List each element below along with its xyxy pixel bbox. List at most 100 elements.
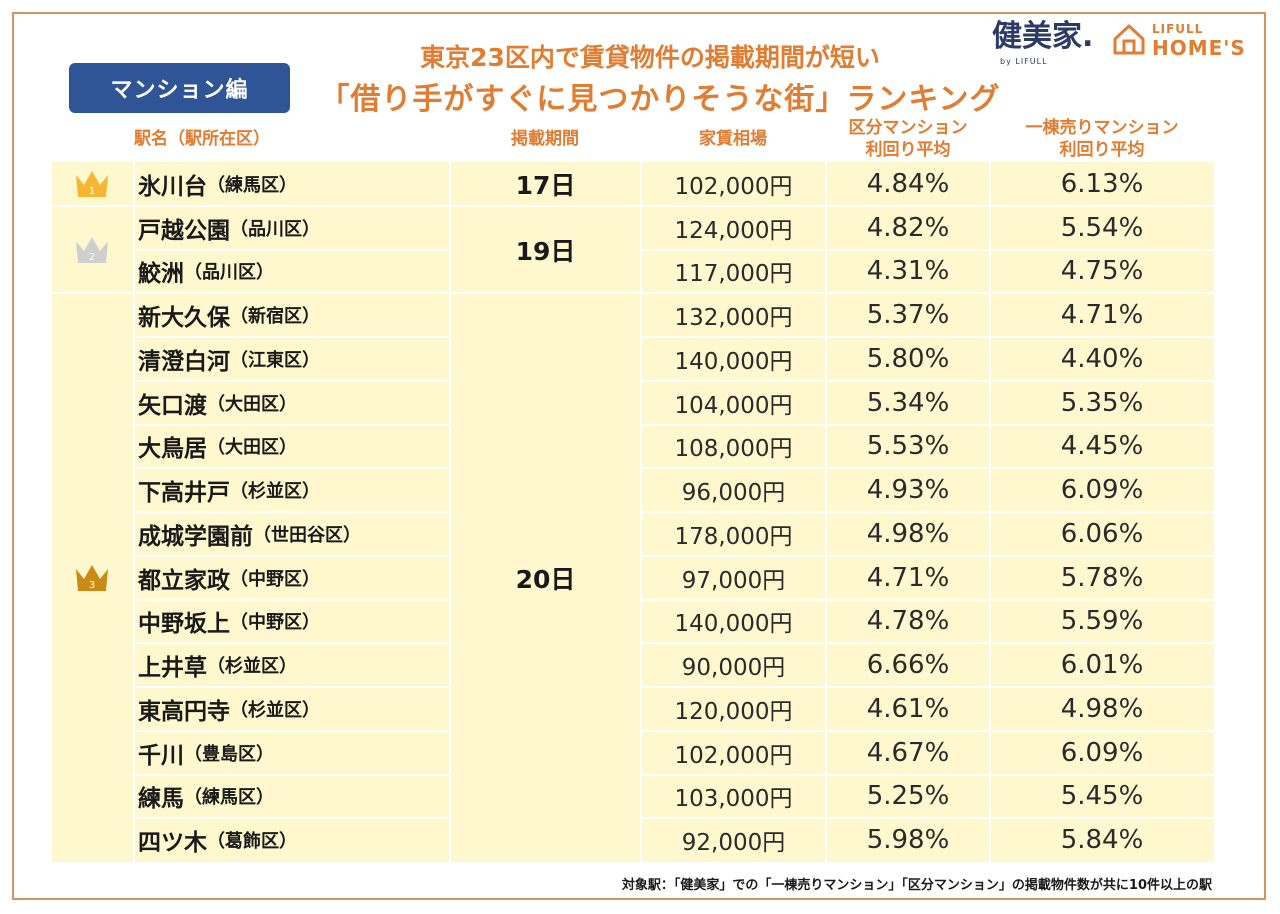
header-whole-yield-line2: 利回り平均 — [1059, 140, 1145, 160]
rank-2-crown-icon: 2 — [76, 236, 108, 263]
station-ward: （葛飾区） — [207, 831, 297, 853]
header-unit-yield-line2: 利回り平均 — [865, 140, 951, 160]
row-divider — [641, 249, 1214, 251]
unit-yield-cell: 4.93% — [866, 475, 950, 506]
ranking-table: 1 17日 2 19日 3 20日 氷川台 （練馬区） 102,000円 4.84% 6.13% 戸越… — [52, 162, 1214, 862]
rent-cell: 124,000円 — [674, 217, 793, 244]
station-cell: 四ツ木 （葛飾区） — [138, 818, 450, 862]
station-name: 練馬 — [138, 786, 184, 813]
whole-yield-cell: 6.09% — [1060, 737, 1144, 768]
whole-yield-cell: 5.84% — [1060, 825, 1144, 856]
header-unit-yield-line1: 区分マンション — [848, 118, 968, 138]
station-name: 成城学園前 — [138, 523, 253, 550]
row-divider — [134, 730, 450, 732]
whole-yield-cell: 5.78% — [1060, 562, 1144, 593]
column-divider — [640, 162, 642, 862]
header-whole-yield-line1: 一棟売りマンション — [1025, 118, 1179, 138]
station-name: 戸越公園 — [138, 217, 230, 244]
rent-cell: 96,000円 — [681, 480, 786, 507]
unit-yield-cell: 5.80% — [866, 343, 950, 374]
row-divider — [134, 774, 450, 776]
station-ward: （中野区） — [230, 568, 320, 590]
rent-cell: 103,000円 — [674, 786, 793, 813]
rent-cell: 102,000円 — [674, 742, 793, 769]
rent-cell: 90,000円 — [681, 655, 786, 682]
whole-yield-cell: 6.09% — [1060, 475, 1144, 506]
column-divider — [825, 162, 827, 862]
whole-yield-cell: 4.71% — [1060, 300, 1144, 331]
row-divider — [641, 642, 1214, 644]
column-divider — [449, 162, 451, 862]
whole-yield-cell: 4.40% — [1060, 343, 1144, 374]
station-ward: （練馬区） — [184, 787, 274, 809]
row-divider — [134, 336, 450, 338]
unit-yield-cell: 5.98% — [866, 825, 950, 856]
lifull-logo-top: LIFULL — [1152, 22, 1204, 36]
unit-yield-cell: 4.98% — [866, 518, 950, 549]
unit-yield-cell: 5.37% — [866, 300, 950, 331]
station-name: 新大久保 — [138, 305, 230, 332]
station-cell: 戸越公園 （品川区） — [138, 206, 450, 250]
rent-cell: 140,000円 — [674, 611, 793, 638]
whole-yield-cell: 5.45% — [1060, 781, 1144, 812]
rent-cell: 108,000円 — [674, 436, 793, 463]
row-divider — [52, 205, 1214, 207]
title-line-2: 「借り手がすぐに見つかりそうな街」ランキング — [319, 82, 1001, 117]
station-name: 矢口渡 — [138, 392, 207, 419]
unit-yield-cell: 4.78% — [866, 606, 950, 637]
rank-number: 2 — [89, 252, 95, 263]
station-ward: （中野区） — [230, 612, 320, 634]
station-cell: 矢口渡 （大田区） — [138, 381, 450, 425]
unit-yield-cell: 4.67% — [866, 737, 950, 768]
period-cell: 20日 — [515, 564, 576, 594]
unit-yield-cell: 5.53% — [866, 431, 950, 462]
station-ward: （江東区） — [230, 349, 320, 371]
row-divider — [134, 380, 450, 382]
whole-yield-cell: 6.06% — [1060, 518, 1144, 549]
station-ward: （大田区） — [207, 437, 297, 459]
rent-cell: 97,000円 — [681, 567, 786, 594]
row-divider — [641, 686, 1214, 688]
station-cell: 千川 （豊島区） — [138, 731, 450, 775]
whole-yield-cell: 5.54% — [1060, 212, 1144, 243]
station-cell: 練馬 （練馬区） — [138, 775, 450, 819]
row-divider — [52, 292, 1214, 294]
row-divider — [641, 511, 1214, 513]
rank-1-crown-icon: 1 — [76, 170, 108, 197]
lifull-logo-bottom: HOME'S — [1152, 36, 1246, 60]
station-cell: 上井草 （杉並区） — [138, 643, 450, 687]
row-divider — [134, 599, 450, 601]
row-divider — [134, 511, 450, 513]
rank-number: 1 — [89, 186, 95, 197]
header-rent: 家賃相場 — [699, 129, 767, 149]
unit-yield-cell: 4.82% — [866, 212, 950, 243]
whole-yield-cell: 4.75% — [1060, 256, 1144, 287]
row-divider — [134, 817, 450, 819]
row-divider — [641, 599, 1214, 601]
station-ward: （杉並区） — [230, 699, 320, 721]
station-name: 千川 — [138, 742, 184, 769]
lifull-house-icon — [1113, 24, 1145, 55]
row-divider — [134, 424, 450, 426]
row-divider — [134, 686, 450, 688]
unit-yield-cell: 5.25% — [866, 781, 950, 812]
rank-3-crown-icon: 3 — [76, 564, 108, 591]
outer-frame — [12, 12, 1266, 900]
rent-cell: 102,000円 — [674, 173, 793, 200]
station-ward: （杉並区） — [207, 656, 297, 678]
station-name: 大鳥居 — [138, 436, 207, 463]
station-cell: 氷川台 （練馬区） — [138, 162, 450, 206]
unit-yield-cell: 4.71% — [866, 562, 950, 593]
row-divider — [134, 642, 450, 644]
station-cell: 大鳥居 （大田区） — [138, 425, 450, 469]
station-name: 氷川台 — [138, 173, 207, 200]
row-divider — [641, 730, 1214, 732]
station-ward: （豊島区） — [184, 743, 274, 765]
whole-yield-cell: 5.59% — [1060, 606, 1144, 637]
whole-yield-cell: 4.45% — [1060, 431, 1144, 462]
row-divider — [641, 336, 1214, 338]
station-ward: （大田区） — [207, 393, 297, 415]
station-cell: 都立家政 （中野区） — [138, 556, 450, 600]
row-divider — [134, 467, 450, 469]
rent-cell: 117,000円 — [674, 261, 793, 288]
